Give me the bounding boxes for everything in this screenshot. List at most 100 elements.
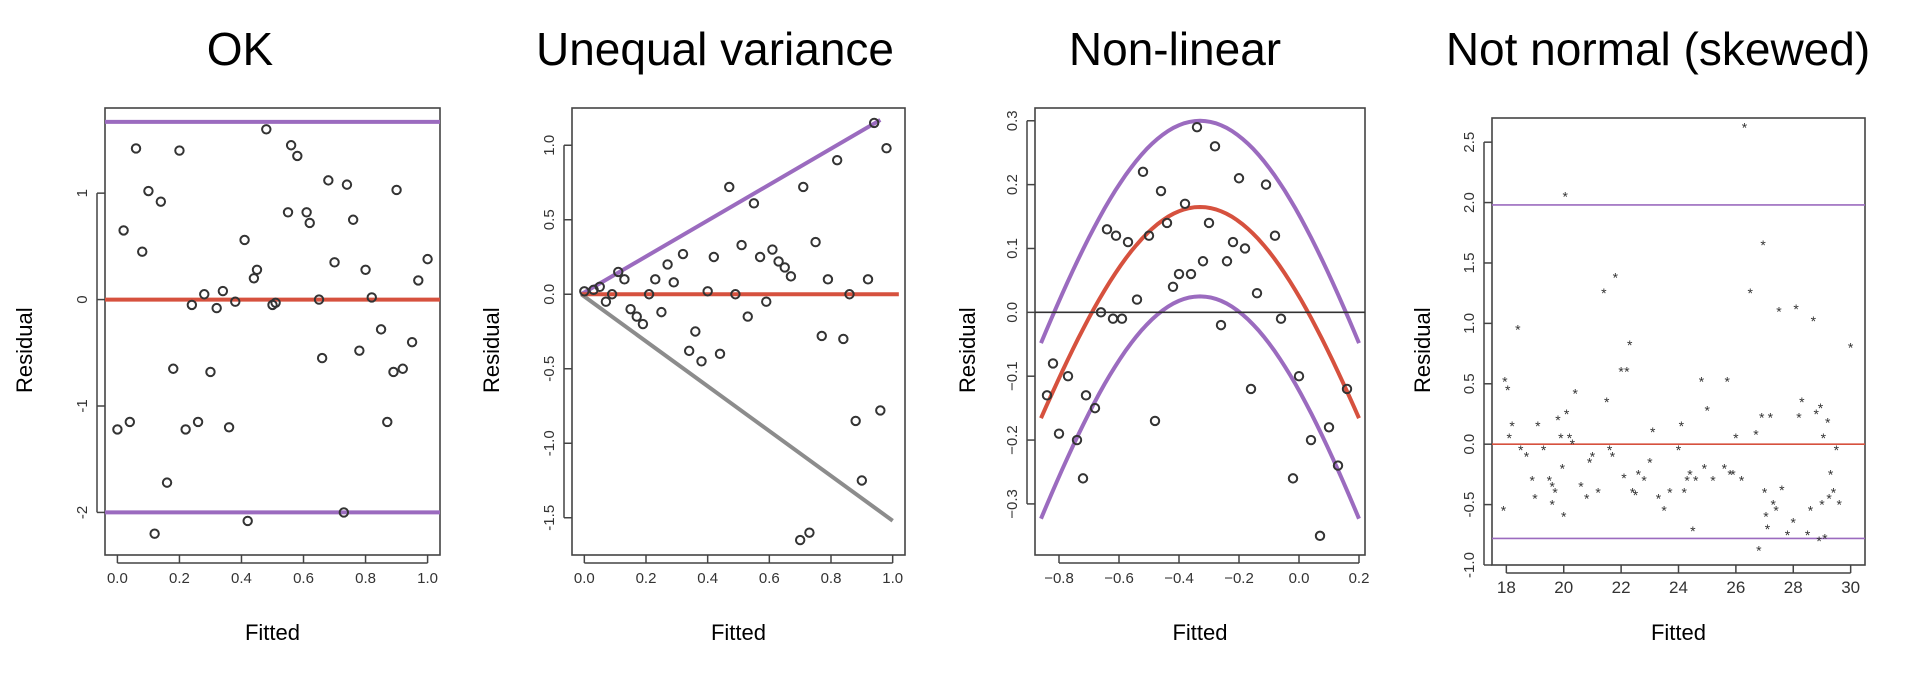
data-point [714,348,726,360]
x-tick-label: −0.4 [1164,570,1194,587]
data-point: * [1541,442,1547,458]
data-point: * [1501,503,1507,519]
data-point: * [1756,543,1762,559]
data-point [683,345,695,357]
x-tick-label: 0.0 [107,570,128,587]
y-tick-label: 0.5 [1461,373,1478,394]
data-point: * [1584,491,1590,507]
y-tick-label: 0.0 [541,284,558,305]
data-point: * [1828,466,1834,482]
data-point [690,326,701,337]
data-point [1053,428,1065,439]
data-point [748,198,760,209]
data-point: * [1811,313,1817,329]
x-tick-label: 1.0 [882,570,903,587]
data-point: * [1601,285,1607,301]
data-point [304,217,315,229]
data-point [366,292,377,303]
data-point [702,286,713,297]
data-point: * [1818,400,1824,416]
data-point: * [1570,436,1576,452]
data-point [816,330,827,342]
data-point [785,271,797,282]
data-point: * [1650,424,1656,440]
data-point: * [1722,460,1728,476]
data-point: * [1555,412,1561,428]
x-tick-label: 22 [1612,578,1631,597]
data-point [1215,319,1227,331]
y-axis-label: Residual [479,307,504,393]
y-tick-label: -2 [74,506,91,519]
data-point [1071,434,1083,446]
y-tick-label: −0.1 [1004,361,1021,391]
data-point [217,285,229,297]
data-point: * [1762,485,1768,501]
data-point: * [1604,394,1610,410]
data-point: * [1805,527,1811,543]
data-point [347,214,359,225]
data-point: * [1535,418,1541,434]
data-point: * [1819,497,1825,513]
data-point: * [1684,472,1690,488]
data-point [631,311,642,322]
data-point [282,207,294,218]
data-point [413,275,424,286]
data-point [1161,217,1173,229]
data-point: * [1765,521,1771,537]
data-point: * [1621,470,1627,486]
data-point [192,416,204,428]
data-point: * [1699,373,1705,389]
data-point [1173,268,1185,280]
x-tick-label: −0.6 [1104,570,1134,587]
reference-line [580,118,882,296]
y-tick-label: 0.2 [1004,174,1021,195]
y-tick-label: 0.0 [1004,302,1021,323]
data-point: * [1799,394,1805,410]
data-point: * [1791,515,1797,531]
data-point: * [1532,491,1538,507]
data-point [180,424,191,435]
y-tick-label: -1.0 [1461,552,1478,578]
plot-frame [1034,107,1366,556]
data-point: * [1831,485,1837,501]
data-point: * [1834,442,1840,458]
data-point [579,286,590,297]
data-point [1269,230,1281,241]
data-point [767,244,778,255]
data-point [804,527,815,538]
y-tick-label: -1.5 [541,505,558,531]
data-point: * [1748,285,1754,301]
data-point [1122,236,1134,248]
data-point [211,302,222,314]
data-point [606,289,618,300]
data-point [875,405,886,416]
data-point: * [1727,466,1733,482]
y-axis-label: Residual [955,307,980,393]
data-point: * [1506,430,1512,446]
y-tick-label: 1.0 [541,135,558,156]
reference-line [580,292,894,523]
x-tick-label: 0.4 [697,570,718,587]
data-point [730,289,741,300]
data-point [149,528,160,539]
data-point: * [1630,485,1636,501]
data-point: * [1518,442,1524,458]
data-point [794,534,806,546]
data-point: * [1825,414,1831,430]
data-point [143,185,154,197]
data-point: * [1848,340,1854,356]
data-point [118,225,129,236]
data-point [130,143,142,154]
data-point [600,296,612,307]
data-point [1080,390,1092,401]
y-tick-label: 1.0 [1461,313,1478,334]
data-point [1191,121,1203,133]
data-point: * [1587,454,1593,470]
data-point: * [1739,472,1745,488]
data-point [354,345,365,356]
data-point [625,303,636,315]
x-tick-label: 28 [1784,578,1803,597]
data-point [1323,422,1335,433]
data-point [668,277,679,288]
data-point [1203,217,1215,229]
